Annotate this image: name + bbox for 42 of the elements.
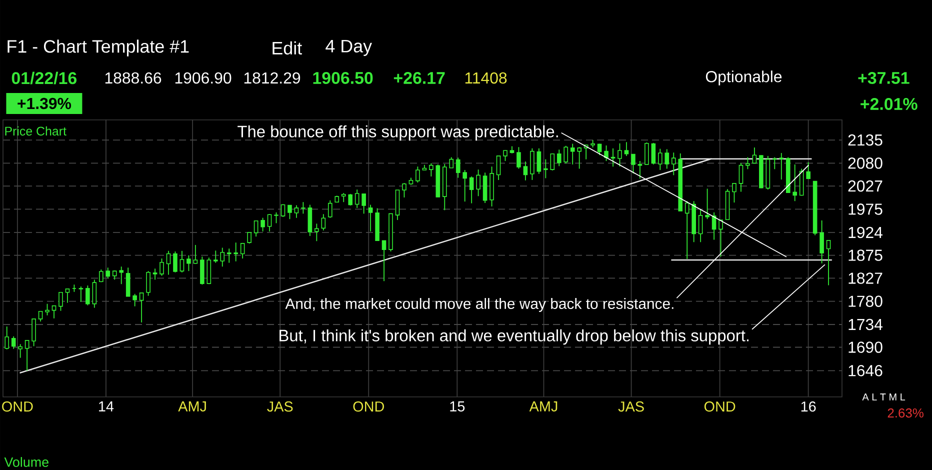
x-tick-label: AMJ <box>529 401 558 412</box>
x-tick-label: OND <box>704 401 736 412</box>
text: 4 Day <box>326 40 372 56</box>
y-tick-label: 2080 <box>848 158 882 169</box>
text: Optionable <box>706 70 782 86</box>
y-tick-label: 1780 <box>848 296 882 307</box>
y-tick-label: 1924 <box>848 226 883 238</box>
annotation: But, I think it's broken and we eventually drop below this support. <box>280 329 749 345</box>
y-tick-label: 2135 <box>848 134 882 146</box>
x-tick-label: JAS <box>267 401 293 412</box>
text: Edit <box>272 41 302 55</box>
text: F1 - Chart Template #1 <box>8 40 189 56</box>
y-tick-label: 1734 <box>848 318 883 330</box>
text: A L T M L <box>862 394 906 400</box>
annotation: The bounce off this support was predictable. <box>238 125 558 141</box>
text: +26.17 <box>394 72 445 84</box>
x-tick-label: JAS <box>618 401 644 412</box>
text: 1906.90 <box>175 72 232 84</box>
y-tick-label: 1690 <box>848 342 882 353</box>
text: 1888.66 <box>105 72 162 84</box>
text: 11408 <box>465 72 507 84</box>
y-tick-label: 1646 <box>848 365 882 376</box>
text: 2.63% <box>888 408 924 418</box>
y-tick-label: 1975 <box>848 204 882 215</box>
text: 01/22/16 <box>12 72 77 84</box>
y-tick-label: 1827 <box>848 272 882 284</box>
text: Volume <box>4 457 48 467</box>
text: 1812.29 <box>244 72 300 84</box>
text: +2.01% <box>860 98 918 110</box>
annotation: And, the market could move all the way back to resistance. <box>285 298 674 312</box>
text: 1906.50 <box>313 72 373 84</box>
text: +1.39% <box>18 98 72 110</box>
x-tick-label: 15 <box>450 401 465 412</box>
x-tick-label: AMJ <box>178 401 206 412</box>
x-tick-label: OND <box>353 401 384 412</box>
x-tick-label: OND <box>2 401 33 412</box>
y-tick-label: 1875 <box>848 250 882 261</box>
x-tick-label: 14 <box>99 401 114 412</box>
chart-title: Price Chart <box>5 126 66 136</box>
x-tick-label: 16 <box>801 401 816 412</box>
y-tick-label: 2027 <box>848 180 882 192</box>
text: +37.51 <box>858 72 910 84</box>
